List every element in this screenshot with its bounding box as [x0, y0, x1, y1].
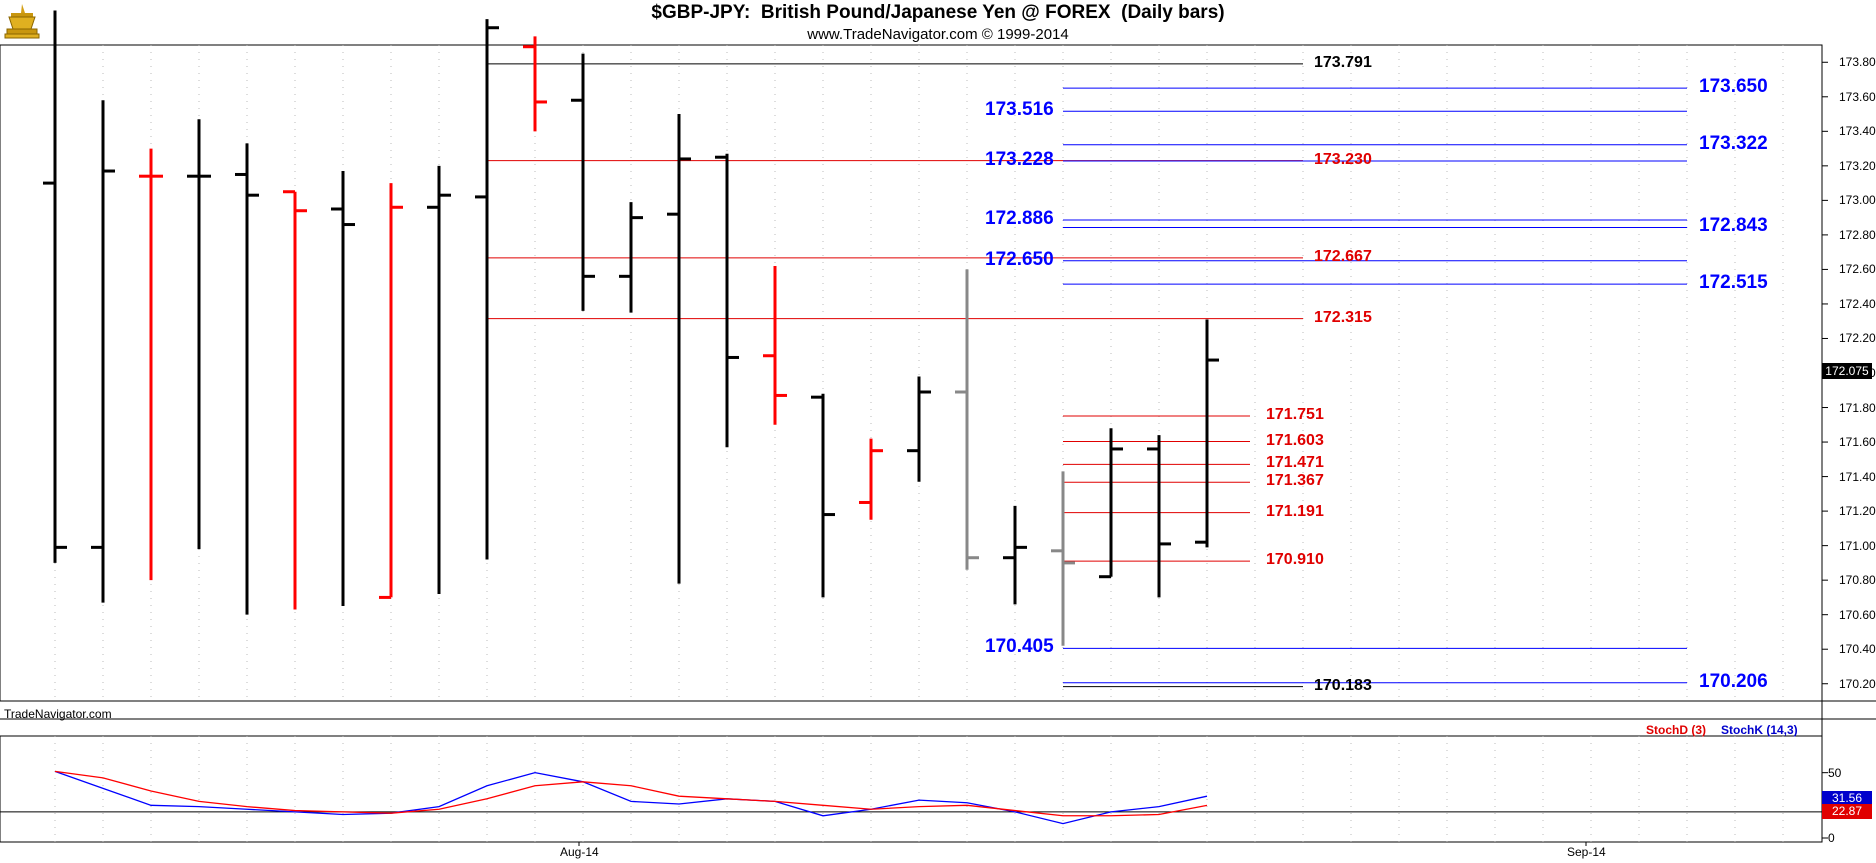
price-tick-label: 172.800 — [1839, 227, 1876, 242]
stochastic-frame — [0, 735, 1823, 843]
brand-label: TradeNavigator.com — [4, 707, 112, 721]
stochastic-panel — [0, 770, 1828, 846]
date-tick-label: Aug-14 — [560, 845, 599, 859]
level-label: 173.791 — [1314, 53, 1372, 71]
ohlc-bar — [667, 114, 691, 584]
ohlc-bar — [571, 53, 595, 311]
level-label: 173.228 — [985, 149, 1054, 170]
chart-title: $GBP-JPY: British Pound/Japanese Yen @ F… — [651, 2, 1225, 23]
level-label: 173.650 — [1699, 76, 1768, 98]
chart-subtitle: www.TradeNavigator.com © 1999-2014 — [807, 26, 1069, 43]
stochk-last-tag: 31.56 — [1822, 791, 1872, 806]
stochd-line — [54, 770, 1208, 817]
stoch-tick-label: 50 — [1828, 765, 1842, 780]
level-label: 172.650 — [985, 248, 1054, 270]
level-label: 170.405 — [985, 636, 1054, 658]
price-tick-label: 172.200 — [1839, 331, 1876, 346]
ohlc-bar — [859, 438, 883, 520]
ohlc-bar — [715, 153, 739, 448]
ohlc-bar — [235, 143, 259, 615]
ohlc-bar — [283, 190, 307, 610]
ohlc-bar — [139, 148, 163, 581]
stochk-legend: StochK (14,3) — [1721, 723, 1798, 737]
level-label: 170.910 — [1266, 551, 1324, 569]
ohlc-bar — [1147, 435, 1171, 598]
ohlc-bar — [331, 171, 355, 607]
ohlc-bar — [763, 265, 787, 425]
level-label: 173.230 — [1314, 150, 1372, 168]
stochk-line — [54, 770, 1208, 825]
level-label: 171.191 — [1266, 502, 1324, 520]
level-label: 172.515 — [1699, 272, 1768, 294]
level-label: 171.603 — [1266, 431, 1324, 449]
price-tick-label: 173.200 — [1839, 158, 1876, 173]
price-tick-label: 173.000 — [1839, 193, 1876, 208]
date-tick-label: Sep-14 — [1567, 845, 1606, 859]
stochd-last-tag: 22.87 — [1822, 804, 1872, 819]
level-label: 171.367 — [1266, 472, 1324, 490]
price-tick-label: 173.600 — [1839, 89, 1876, 104]
price-tick-label: 171.600 — [1839, 435, 1876, 450]
ohlc-bar — [811, 393, 835, 598]
level-label: 172.315 — [1314, 308, 1372, 326]
stochd-legend: StochD (3) — [1646, 723, 1706, 737]
ohlc-bar — [1099, 428, 1123, 579]
ohlc-bar — [475, 19, 499, 560]
level-label: 172.667 — [1314, 247, 1372, 265]
last-price-tag: 172.075 — [1822, 363, 1872, 379]
price-tick-label: 171.400 — [1839, 469, 1876, 484]
ohlc-bar — [523, 36, 547, 132]
price-panel — [0, 44, 1823, 702]
ohlc-bar — [619, 202, 643, 313]
ohlc-bar — [907, 376, 931, 482]
level-label: 171.751 — [1266, 405, 1324, 423]
level-lines — [488, 63, 1687, 688]
price-tick-label: 170.200 — [1839, 676, 1876, 691]
ohlc-bar — [1195, 319, 1219, 548]
price-tick-label: 172.600 — [1839, 262, 1876, 277]
ohlc-bar — [187, 119, 211, 550]
price-tick-label: 171.000 — [1839, 538, 1876, 553]
stoch-tick-label: 0 — [1828, 831, 1835, 845]
price-tick-label: 173.400 — [1839, 124, 1876, 139]
price-tick-label: 170.800 — [1839, 573, 1876, 588]
chart-frame — [0, 44, 1876, 843]
ohlc-bars — [43, 10, 1219, 646]
level-label: 170.206 — [1699, 670, 1768, 692]
ohlc-bar — [955, 269, 979, 570]
price-tick-label: 171.200 — [1839, 504, 1876, 519]
ohlc-bar — [379, 183, 403, 599]
price-tick-label: 170.600 — [1839, 607, 1876, 622]
ohlc-bar — [43, 10, 67, 563]
ohlc-bar — [91, 100, 115, 603]
price-tick-label: 173.800 — [1839, 55, 1876, 70]
ohlc-bar — [1051, 471, 1075, 646]
ohlc-bar — [427, 165, 451, 594]
price-tick-label: 172.400 — [1839, 296, 1876, 311]
price-tick-label: 170.400 — [1839, 642, 1876, 657]
level-label: 173.322 — [1699, 132, 1768, 154]
price-tick-label: 171.800 — [1839, 400, 1876, 415]
ohlc-bar — [1003, 505, 1027, 605]
level-label: 171.471 — [1266, 454, 1324, 472]
tradenavigator-logo-icon — [4, 4, 40, 39]
level-label: 172.843 — [1699, 215, 1768, 237]
level-label: 172.886 — [985, 208, 1054, 230]
level-label: 170.183 — [1314, 676, 1372, 694]
level-label: 173.516 — [985, 99, 1054, 121]
